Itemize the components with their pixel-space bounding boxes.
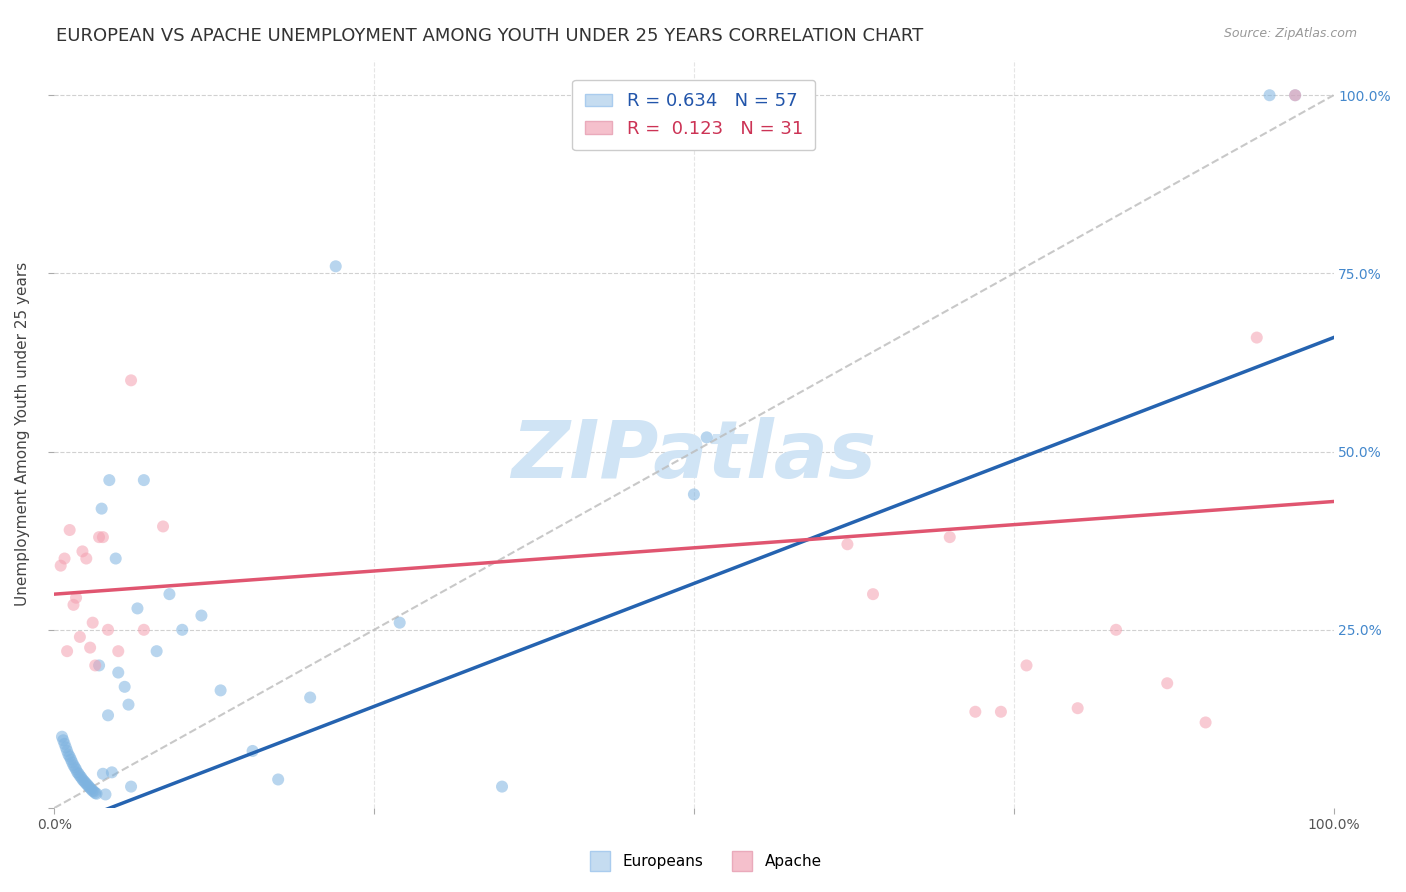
Point xyxy=(127,601,149,615)
Point xyxy=(94,788,117,802)
Point xyxy=(56,744,79,758)
Point xyxy=(172,623,194,637)
Point xyxy=(86,787,108,801)
Point xyxy=(91,766,114,780)
Point xyxy=(1284,88,1306,103)
Point xyxy=(82,784,104,798)
Point xyxy=(69,769,91,783)
Point xyxy=(97,623,120,637)
Point xyxy=(132,623,155,637)
Text: ZIPatlas: ZIPatlas xyxy=(512,417,876,495)
Point xyxy=(91,530,114,544)
Legend: Europeans, Apache: Europeans, Apache xyxy=(578,848,828,875)
Point xyxy=(53,551,76,566)
Point xyxy=(77,780,100,794)
Point xyxy=(965,705,987,719)
Point xyxy=(79,780,101,795)
Point xyxy=(67,766,90,780)
Point xyxy=(52,733,75,747)
Point xyxy=(145,644,167,658)
Point xyxy=(80,782,103,797)
Point xyxy=(76,778,98,792)
Point xyxy=(1105,623,1128,637)
Point xyxy=(72,544,94,558)
Point xyxy=(62,598,84,612)
Point xyxy=(97,708,120,723)
Text: Source: ZipAtlas.com: Source: ZipAtlas.com xyxy=(1223,27,1357,40)
Point xyxy=(242,744,264,758)
Point xyxy=(53,737,76,751)
Point xyxy=(87,530,110,544)
Text: EUROPEAN VS APACHE UNEMPLOYMENT AMONG YOUTH UNDER 25 YEARS CORRELATION CHART: EUROPEAN VS APACHE UNEMPLOYMENT AMONG YO… xyxy=(56,27,924,45)
Point xyxy=(82,615,104,630)
Point xyxy=(60,756,83,770)
Point xyxy=(107,665,129,680)
Point xyxy=(1015,658,1038,673)
Point xyxy=(107,644,129,658)
Point xyxy=(114,680,136,694)
Point xyxy=(84,786,107,800)
Point xyxy=(299,690,322,705)
Point xyxy=(101,765,124,780)
Point xyxy=(73,773,96,788)
Point xyxy=(104,551,127,566)
Point xyxy=(990,705,1012,719)
Point xyxy=(75,777,97,791)
Point xyxy=(159,587,181,601)
Point xyxy=(75,551,97,566)
Point xyxy=(120,780,142,794)
Point xyxy=(65,763,87,777)
Y-axis label: Unemployment Among Youth under 25 years: Unemployment Among Youth under 25 years xyxy=(15,261,30,606)
Point xyxy=(1066,701,1088,715)
Point xyxy=(84,658,107,673)
Point xyxy=(87,658,110,673)
Point xyxy=(83,784,105,798)
Point xyxy=(938,530,960,544)
Point xyxy=(56,644,79,658)
Point xyxy=(120,373,142,387)
Point xyxy=(132,473,155,487)
Point xyxy=(837,537,859,551)
Point xyxy=(62,758,84,772)
Point xyxy=(1258,88,1281,103)
Point xyxy=(55,740,77,755)
Point xyxy=(51,730,73,744)
Legend: R = 0.634   N = 57, R =  0.123   N = 31: R = 0.634 N = 57, R = 0.123 N = 31 xyxy=(572,80,815,150)
Point xyxy=(1194,715,1216,730)
Point xyxy=(49,558,72,573)
Point xyxy=(683,487,706,501)
Point xyxy=(59,752,82,766)
Point xyxy=(72,772,94,787)
Point xyxy=(58,747,80,762)
Point xyxy=(117,698,139,712)
Point xyxy=(90,501,112,516)
Point xyxy=(491,780,513,794)
Point xyxy=(59,523,82,537)
Point xyxy=(862,587,884,601)
Point xyxy=(63,760,86,774)
Point xyxy=(152,519,174,533)
Point xyxy=(98,473,121,487)
Point xyxy=(66,765,89,780)
Point xyxy=(190,608,212,623)
Point xyxy=(79,640,101,655)
Point xyxy=(1284,88,1306,103)
Point xyxy=(388,615,411,630)
Point xyxy=(59,749,82,764)
Point xyxy=(1246,330,1268,344)
Point xyxy=(1156,676,1178,690)
Point xyxy=(65,591,87,605)
Point xyxy=(73,775,96,789)
Point xyxy=(267,772,290,787)
Point xyxy=(696,430,718,444)
Point xyxy=(70,770,93,784)
Point xyxy=(325,260,347,274)
Point xyxy=(209,683,232,698)
Point xyxy=(69,630,91,644)
